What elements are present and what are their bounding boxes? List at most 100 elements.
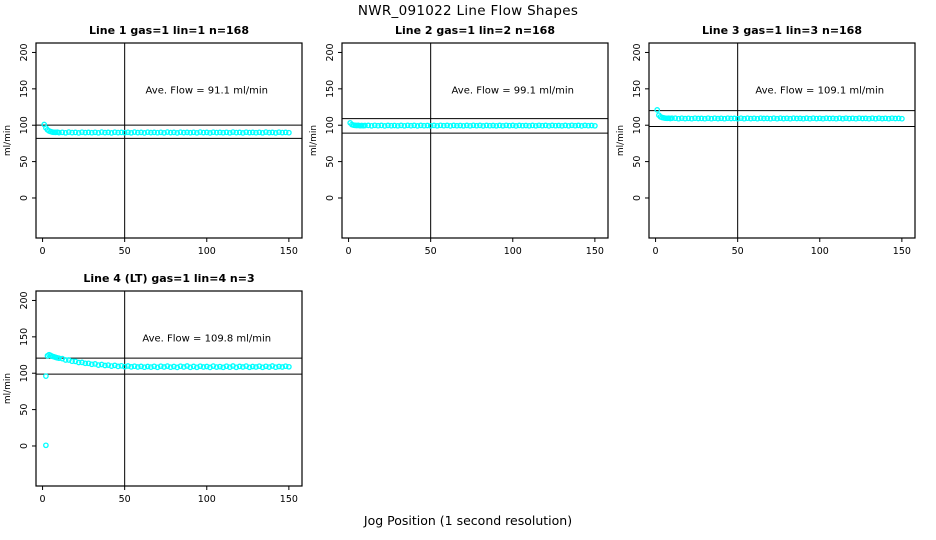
data-point: [220, 364, 227, 371]
data-point: [223, 129, 230, 136]
data-point: [800, 115, 807, 122]
data-point: [115, 363, 121, 370]
data-point: [282, 363, 289, 370]
data-point: [738, 115, 744, 122]
data-point: [813, 115, 820, 122]
data-point: [578, 123, 585, 129]
y-tick-label: 150: [19, 80, 30, 98]
y-tick-label: 50: [19, 156, 30, 168]
data-point: [708, 115, 715, 122]
panel-line-1: Line 1 gas=1 lin=1 n=168 0 50 100 150 0 50 100 1…: [0, 21, 312, 271]
y-tick-label: 100: [632, 116, 643, 134]
x-tick-label: 50: [425, 246, 437, 257]
data-point: [688, 115, 695, 122]
data-point: [427, 122, 434, 129]
data-point: [115, 129, 121, 136]
data-point: [269, 129, 276, 136]
data-point: [562, 122, 569, 129]
data-point: [246, 129, 253, 136]
data-point: [529, 122, 536, 129]
panel-line-3: Line 3 gas=1 lin=3 n=168 0 50 100 150 0 50 100 1…: [613, 21, 925, 271]
data-point: [138, 363, 144, 370]
data-point: [171, 363, 177, 370]
data-point: [243, 363, 250, 369]
data-point: [190, 129, 197, 136]
data-point: [263, 129, 269, 135]
data-point: [490, 122, 496, 129]
data-point: [174, 130, 181, 136]
data-point: [167, 364, 174, 371]
data-point: [385, 122, 391, 129]
data-point: [493, 122, 500, 129]
data-point: [790, 115, 797, 122]
panel-title: Line 1 gas=1 lin=1 n=168: [89, 24, 249, 37]
y-tick-label: 100: [19, 364, 30, 382]
panel-line-1-plot: Line 1 gas=1 lin=1 n=168 0 50 100 150 0 50 100 1…: [3, 24, 303, 257]
data-point: [236, 363, 243, 370]
y-tick-label: 150: [325, 80, 336, 98]
data-point: [92, 129, 98, 136]
data-point: [872, 115, 879, 122]
data-point: [269, 363, 276, 369]
x-tick-label: 0: [40, 246, 46, 257]
plot-box: [341, 42, 609, 239]
data-point: [761, 115, 767, 122]
data-point: [757, 115, 764, 122]
data-point: [486, 122, 493, 129]
panel-line-4-plot: Line 4 (LT) gas=1 lin=4 n=3 0 50 100 150 0 50 1…: [3, 272, 303, 505]
data-point: [157, 129, 164, 136]
data-point: [184, 129, 190, 136]
data-point: [797, 115, 803, 122]
data-point: [148, 364, 154, 370]
y-tick-label: 200: [325, 43, 336, 61]
data-point: [226, 129, 233, 136]
data-point: [85, 360, 92, 367]
data-point: [856, 115, 863, 122]
y-tick-label: 50: [19, 404, 30, 416]
data-point: [654, 107, 661, 113]
y-tick-label: 150: [19, 328, 30, 346]
data-point: [286, 363, 292, 370]
data-point: [467, 122, 473, 129]
data-point: [836, 115, 843, 122]
data-point: [59, 129, 66, 136]
data-point: [220, 129, 227, 136]
y-axis-label: ml/min: [616, 125, 626, 156]
data-point: [180, 129, 187, 136]
data-point: [79, 359, 85, 366]
data-point: [118, 362, 125, 369]
data-point: [187, 129, 194, 136]
data-point: [882, 115, 889, 122]
y-tick-label: 50: [632, 156, 643, 168]
data-point: [375, 122, 381, 129]
data-point: [408, 122, 414, 129]
data-point: [460, 122, 467, 129]
scatter-points: [41, 121, 292, 136]
panel-title: Line 3 gas=1 lin=3 n=168: [702, 24, 862, 37]
data-point: [108, 363, 115, 369]
data-point: [65, 129, 72, 135]
data-point: [895, 115, 902, 122]
data-point: [899, 115, 905, 122]
data-point: [141, 130, 148, 136]
data-point: [164, 129, 171, 135]
data-point: [414, 123, 421, 129]
data-point: [388, 122, 395, 129]
x-tick-label: 100: [811, 246, 829, 257]
data-point: [830, 115, 836, 122]
data-point: [869, 115, 876, 122]
data-point: [92, 361, 98, 367]
data-point: [734, 115, 741, 122]
data-point: [177, 129, 184, 136]
scatter-points: [347, 120, 598, 129]
data-point: [131, 129, 138, 135]
data-point: [256, 129, 263, 136]
panel-line-2: Line 2 gas=1 lin=2 n=168 0 50 100 150 0 50 100 1…: [306, 21, 618, 271]
scatter-points: [43, 351, 292, 449]
data-point: [500, 122, 506, 129]
data-point: [784, 115, 790, 122]
x-tick-label: 50: [732, 246, 744, 257]
data-point: [365, 122, 372, 129]
data-point: [213, 364, 220, 370]
data-point: [532, 122, 539, 129]
